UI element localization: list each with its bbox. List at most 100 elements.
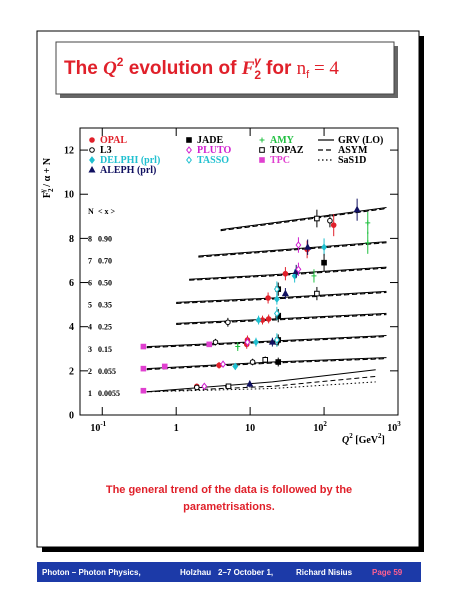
data-point	[249, 359, 256, 365]
curve	[146, 207, 387, 393]
legend-entry: ASYM	[318, 145, 368, 156]
caption: parametrisations.	[183, 501, 275, 513]
legend-entry: TPC	[259, 155, 290, 166]
x-axis-label-part: [GeV	[353, 435, 379, 446]
x-tick-label: 103	[387, 420, 401, 434]
data-point	[311, 273, 317, 279]
data-point	[235, 344, 241, 350]
bin-n: 5	[88, 301, 92, 310]
y-axis-label-part: F	[42, 192, 53, 198]
bin-header: N	[88, 207, 94, 216]
bin-x: 0.90	[98, 234, 112, 243]
x-axis-label-part: 2	[378, 432, 382, 440]
data-point	[246, 380, 254, 387]
data-point	[365, 220, 371, 226]
bin-n: 6	[88, 279, 92, 288]
data-point	[89, 137, 95, 143]
data-point	[273, 295, 280, 303]
data-point	[161, 363, 168, 370]
x-axis-label: Q2 [GeV2]	[342, 432, 385, 446]
data-point	[275, 359, 282, 365]
data-point	[186, 156, 192, 164]
footer-text: Photon – Photon Physics,	[42, 568, 141, 577]
bin-x: 0.055	[98, 367, 116, 376]
data-point	[314, 215, 320, 222]
y-axis-label-part: / α + N	[42, 157, 53, 189]
data-point	[140, 365, 147, 372]
data-point	[186, 137, 192, 143]
legend-entry: ALEPH (prl)	[88, 165, 156, 176]
footer-text: Holzhau	[180, 568, 211, 577]
data-point	[206, 341, 213, 348]
data-point	[259, 137, 265, 143]
x-axis-label-part: Q	[342, 435, 349, 446]
y-tick-label: 10	[64, 190, 74, 201]
data-point	[232, 362, 239, 371]
legend-label: DELPHI (prl)	[100, 155, 160, 166]
legend-entry: GRV (LO)	[318, 135, 383, 146]
legend-label: JADE	[197, 135, 223, 146]
data-point	[253, 338, 259, 346]
bin-n: 3	[88, 345, 92, 354]
data-point	[295, 241, 302, 249]
y-tick-label: 8	[69, 234, 74, 245]
y-axis-label: F2γ / α + N	[39, 157, 55, 198]
bin-x: 0.25	[98, 323, 112, 332]
legend-label: TPC	[270, 155, 290, 166]
bin-x: 0.35	[98, 301, 112, 310]
legend-entry: L3	[89, 145, 112, 156]
x-tick-label-exp: 2	[323, 420, 327, 428]
footer-text: 2–7 October 1,	[218, 568, 273, 577]
data-point	[89, 156, 95, 164]
y-tick-label: 12	[64, 146, 74, 157]
legend-entry: JADE	[186, 135, 223, 146]
y-tick-label: 2	[69, 366, 74, 377]
data-point	[321, 243, 327, 252]
data-point	[212, 339, 219, 345]
data-point	[295, 265, 302, 274]
x-tick-label-base: 10	[90, 423, 100, 434]
bin-x: 0.0055	[98, 389, 120, 398]
data-point	[186, 146, 192, 154]
footer-text: Richard Nisius	[296, 568, 353, 577]
data-point	[140, 387, 147, 394]
x-axis-label-part: 2	[349, 432, 353, 440]
data-point	[273, 285, 280, 293]
legend-entry: TOPAZ	[259, 145, 304, 156]
legend-label: GRV (LO)	[338, 135, 383, 146]
data-point	[327, 217, 333, 224]
data-point	[225, 319, 231, 326]
legend-label: TOPAZ	[270, 145, 304, 156]
legend-label: TASSO	[197, 155, 229, 166]
frame	[36, 30, 420, 548]
data-point	[353, 205, 361, 213]
legend-entry: PLUTO	[186, 145, 231, 156]
data-point	[265, 295, 271, 301]
legend-label: OPAL	[100, 135, 127, 146]
data-point	[265, 316, 272, 322]
bin-x: 0.15	[98, 345, 112, 354]
data-point	[140, 343, 147, 350]
data-point	[259, 147, 265, 153]
legend-entry: TASSO	[186, 155, 229, 166]
bin-n: 1	[88, 389, 92, 398]
title-box	[55, 41, 395, 95]
x-tick-label: 10	[245, 423, 255, 434]
data-point	[259, 157, 265, 163]
y-tick-label: 6	[69, 278, 74, 289]
x-tick-label: 10-1	[90, 420, 106, 434]
slide-title: The Q2 evolution of F2γ for nf = 4	[64, 54, 339, 82]
data-point	[282, 270, 289, 277]
x-tick-label-exp: 3	[397, 420, 401, 428]
bin-n: 2	[88, 367, 92, 376]
bin-n: 7	[88, 256, 92, 265]
x-tick-label: 102	[313, 420, 327, 434]
x-tick-label-base: 10	[313, 423, 323, 434]
caption: The general trend of the data is followe…	[106, 484, 352, 496]
data-point	[281, 289, 289, 297]
data-point	[255, 316, 262, 324]
bin-n: 8	[88, 234, 92, 243]
data-point	[314, 290, 320, 297]
plot-frame	[79, 127, 399, 416]
